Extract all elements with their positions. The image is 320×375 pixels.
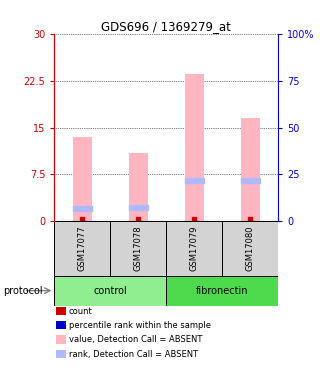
Bar (129, 153, 148, 221)
Text: control: control (93, 286, 127, 296)
Bar (73, 206, 92, 211)
Text: rank, Detection Call = ABSENT: rank, Detection Call = ABSENT (69, 350, 198, 358)
Text: GSM17078: GSM17078 (134, 226, 143, 271)
Text: GSM17077: GSM17077 (78, 226, 87, 271)
Bar (185, 178, 204, 183)
Text: fibronectin: fibronectin (196, 286, 249, 296)
Bar (110, 221, 166, 276)
Text: GSM17079: GSM17079 (190, 226, 199, 271)
Bar (185, 74, 204, 221)
Bar (166, 221, 222, 276)
Bar (73, 137, 92, 221)
Text: GSM17080: GSM17080 (246, 226, 255, 271)
Bar (54, 276, 166, 306)
Bar (241, 178, 260, 183)
Bar (241, 118, 260, 221)
Bar (129, 205, 148, 210)
Bar (166, 276, 278, 306)
Title: GDS696 / 1369279_at: GDS696 / 1369279_at (101, 20, 231, 33)
Bar (222, 221, 278, 276)
Text: protocol: protocol (3, 286, 43, 296)
Text: count: count (69, 307, 92, 316)
Text: percentile rank within the sample: percentile rank within the sample (69, 321, 211, 330)
Bar (54, 221, 110, 276)
Text: value, Detection Call = ABSENT: value, Detection Call = ABSENT (69, 335, 202, 344)
